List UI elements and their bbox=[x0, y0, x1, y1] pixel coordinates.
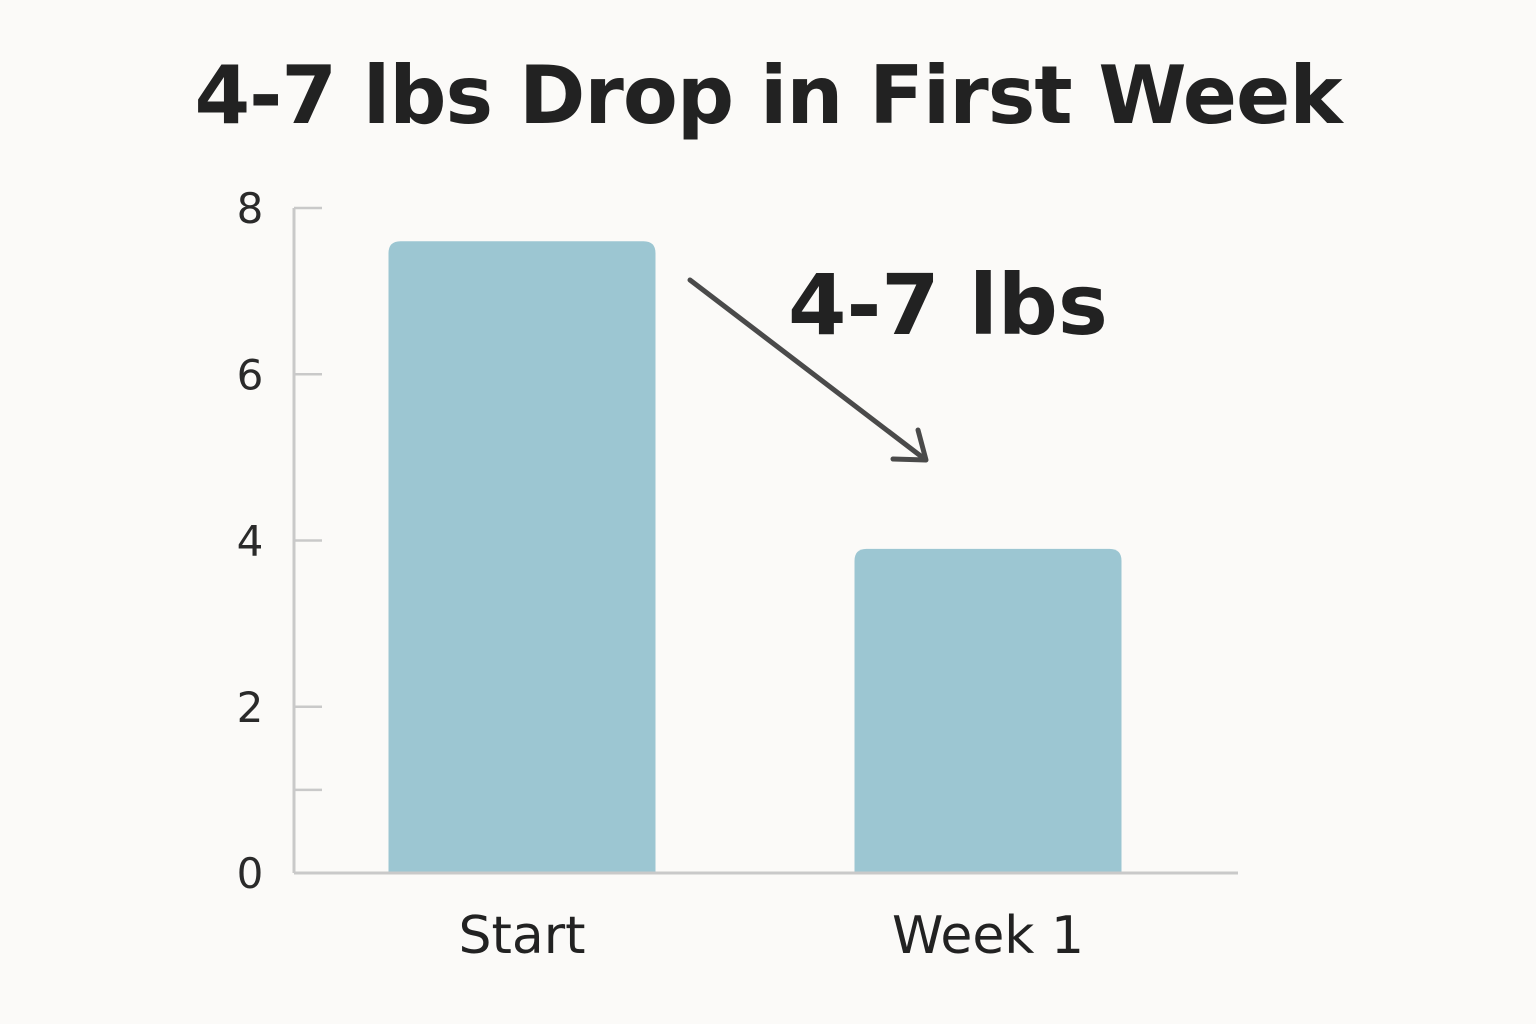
x-tick-label: Week 1 bbox=[892, 906, 1084, 966]
chart-title: 4-7 lbs Drop in First Week bbox=[194, 49, 1342, 142]
y-tick-label: 2 bbox=[237, 683, 264, 732]
x-tick-labels: Start Week 1 bbox=[458, 906, 1084, 966]
y-tick-label: 4 bbox=[237, 517, 264, 566]
bar-week-1 bbox=[854, 548, 1122, 873]
bar-start bbox=[388, 241, 656, 873]
bars bbox=[388, 241, 1122, 873]
y-tick-label: 8 bbox=[237, 184, 264, 233]
arrow-head-icon bbox=[890, 427, 929, 463]
annotation: 4-7 lbs bbox=[687, 256, 1108, 463]
x-tick-label: Start bbox=[458, 906, 585, 966]
y-ticks: 0 2 4 6 8 bbox=[237, 184, 322, 898]
arrow-shaft bbox=[687, 277, 925, 460]
y-tick-label: 6 bbox=[237, 350, 264, 399]
annotation-label: 4-7 lbs bbox=[788, 256, 1108, 354]
y-tick-label: 0 bbox=[237, 849, 264, 898]
axes bbox=[292, 208, 1238, 875]
